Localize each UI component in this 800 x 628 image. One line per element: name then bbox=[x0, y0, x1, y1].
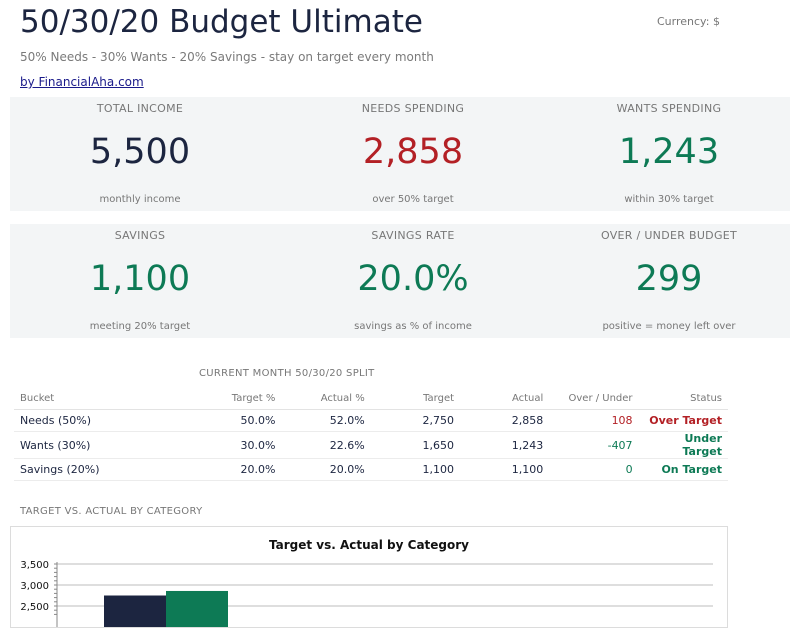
kpi-caption: savings as % of income bbox=[354, 321, 472, 332]
actual-pct-cell: 20.0% bbox=[281, 458, 371, 481]
target-cell: 1,650 bbox=[370, 431, 461, 459]
kpi-caption: within 30% target bbox=[624, 194, 714, 205]
table-header-row: Bucket Target % Actual % Target Actual O… bbox=[14, 387, 728, 410]
kpi-savings-rate: SAVINGS RATE 20.0% savings as % of incom… bbox=[283, 224, 543, 338]
target-cell: 1,100 bbox=[370, 458, 461, 481]
column-header: Over / Under bbox=[549, 387, 639, 410]
kpi-caption: monthly income bbox=[99, 194, 181, 205]
column-header: Target % bbox=[162, 387, 282, 410]
column-header: Target bbox=[370, 387, 461, 410]
column-header: Status bbox=[638, 387, 728, 410]
table-row: Wants (30%) 30.0% 22.6% 1,650 1,243 -407… bbox=[14, 431, 728, 459]
y-tick-label: 3,500 bbox=[20, 560, 49, 571]
kpi-needs-spending: NEEDS SPENDING 2,858 over 50% target bbox=[283, 97, 543, 211]
bucket-cell: Wants (30%) bbox=[14, 431, 163, 459]
target-pct-cell: 30.0% bbox=[162, 431, 282, 459]
split-table: Bucket Target % Actual % Target Actual O… bbox=[14, 387, 728, 481]
page-title: 50/30/20 Budget Ultimate bbox=[20, 4, 423, 40]
actual-pct-cell: 52.0% bbox=[281, 409, 371, 432]
kpi-label: SAVINGS RATE bbox=[371, 229, 455, 242]
bar-target bbox=[104, 595, 166, 627]
kpi-value: 1,100 bbox=[89, 259, 191, 299]
bucket-cell: Needs (50%) bbox=[14, 409, 163, 432]
kpi-label: NEEDS SPENDING bbox=[361, 102, 465, 115]
target-cell: 2,750 bbox=[370, 409, 461, 432]
kpi-savings: SAVINGS 1,100 meeting 20% target bbox=[10, 224, 270, 338]
chart-panel: Target vs. Actual by Category 3,500 3,000… bbox=[10, 526, 728, 628]
actual-cell: 1,243 bbox=[460, 431, 550, 459]
status-cell: Under Target bbox=[638, 431, 728, 459]
kpi-wants-spending: WANTS SPENDING 1,243 within 30% target bbox=[539, 97, 799, 211]
kpi-total-income: TOTAL INCOME 5,500 monthly income bbox=[10, 97, 270, 211]
kpi-label: WANTS SPENDING bbox=[616, 102, 722, 115]
y-tick-label: 3,000 bbox=[20, 581, 49, 592]
page-subtitle: 50% Needs - 30% Wants - 20% Savings - st… bbox=[20, 50, 434, 64]
kpi-row-2: SAVINGS 1,100 meeting 20% target SAVINGS… bbox=[10, 224, 790, 338]
target-pct-cell: 20.0% bbox=[162, 458, 282, 481]
column-header: Bucket bbox=[14, 387, 163, 410]
kpi-value: 299 bbox=[635, 259, 703, 299]
kpi-caption: positive = money left over bbox=[602, 321, 736, 332]
table-row: Savings (20%) 20.0% 20.0% 1,100 1,100 0 … bbox=[14, 458, 728, 481]
kpi-label: OVER / UNDER BUDGET bbox=[600, 229, 738, 242]
status-cell: Over Target bbox=[638, 409, 728, 432]
byline-link[interactable]: by FinancialAha.com bbox=[20, 75, 144, 89]
kpi-value: 5,500 bbox=[89, 132, 191, 172]
split-section-title: CURRENT MONTH 50/30/20 SPLIT bbox=[199, 368, 375, 379]
over-under-cell: 0 bbox=[549, 458, 639, 481]
over-under-cell: 108 bbox=[549, 409, 639, 432]
y-tick-label: 2,500 bbox=[20, 602, 49, 613]
chart-title: Target vs. Actual by Category bbox=[268, 538, 469, 552]
actual-cell: 1,100 bbox=[460, 458, 550, 481]
kpi-caption: meeting 20% target bbox=[89, 321, 191, 332]
actual-cell: 2,858 bbox=[460, 409, 550, 432]
column-header: Actual bbox=[460, 387, 550, 410]
over-under-cell: -407 bbox=[549, 431, 639, 459]
kpi-value: 20.0% bbox=[357, 259, 469, 299]
column-header: Actual % bbox=[281, 387, 371, 410]
currency-label: Currency: $ bbox=[657, 15, 720, 28]
chart-section-title: TARGET VS. ACTUAL BY CATEGORY bbox=[20, 506, 203, 517]
table-row: Needs (50%) 50.0% 52.0% 2,750 2,858 108 … bbox=[14, 409, 728, 432]
kpi-caption: over 50% target bbox=[372, 194, 454, 205]
target-pct-cell: 50.0% bbox=[162, 409, 282, 432]
kpi-value: 2,858 bbox=[362, 132, 464, 172]
target-vs-actual-chart: 3,500 3,000 2,500 bbox=[20, 560, 713, 627]
bucket-cell: Savings (20%) bbox=[14, 458, 163, 481]
kpi-value: 1,243 bbox=[618, 132, 720, 172]
kpi-over-under-budget: OVER / UNDER BUDGET 299 positive = money… bbox=[539, 224, 799, 338]
kpi-row-1: TOTAL INCOME 5,500 monthly income NEEDS … bbox=[10, 97, 790, 211]
status-cell: On Target bbox=[638, 458, 728, 481]
bar-actual bbox=[166, 590, 228, 627]
actual-pct-cell: 22.6% bbox=[281, 431, 371, 459]
kpi-label: TOTAL INCOME bbox=[96, 102, 184, 115]
kpi-label: SAVINGS bbox=[114, 229, 166, 242]
